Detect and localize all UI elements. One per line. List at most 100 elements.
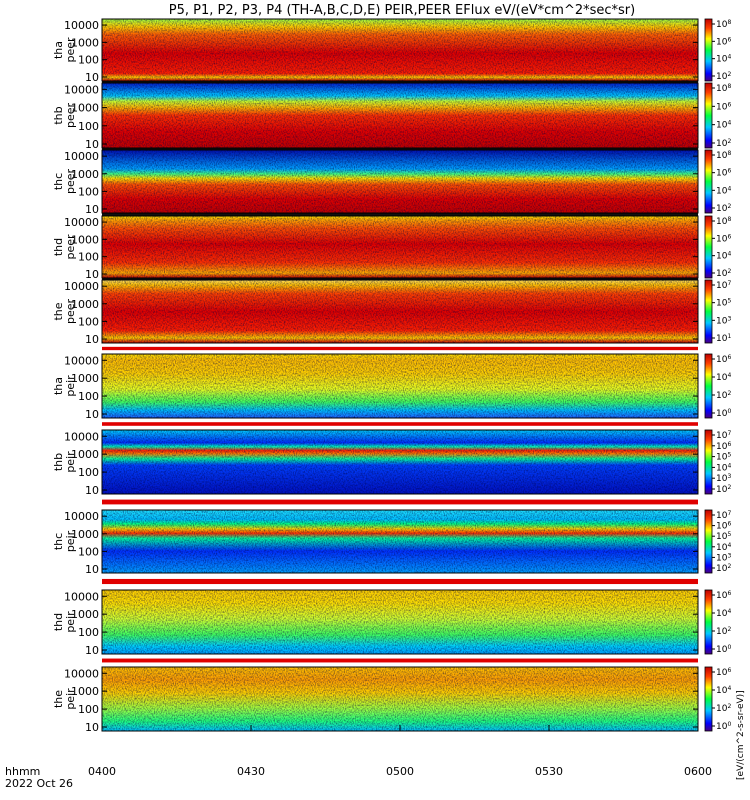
spectrogram-texture [102, 354, 698, 418]
panel-probe-label: the [52, 302, 65, 320]
y-tick-label: 10000 [64, 150, 99, 163]
colorbar-tick-label: 106 [716, 590, 731, 601]
y-tick-label: 10 [85, 138, 99, 151]
spectrogram-panel: 10 100 1000 10000 the peer 107 105 103 101 [52, 279, 731, 346]
panel-separator-band [102, 578, 698, 585]
colorbar [704, 666, 713, 732]
colorbar-tick-label: 108 [716, 216, 731, 227]
colorbar-tick-label: 100 [716, 408, 731, 419]
y-tick-label: 10 [85, 333, 99, 346]
colorbar-tick-label: 102 [716, 203, 731, 214]
spectrogram-texture [102, 19, 698, 81]
colorbar-tick-label: 102 [716, 484, 731, 495]
y-tick-label: 10000 [64, 19, 99, 32]
y-tick-label: 100 [78, 703, 99, 716]
colorbar [704, 18, 713, 82]
x-tick-label: 0430 [237, 765, 265, 778]
colorbar-tick-label: 102 [716, 138, 731, 149]
colorbar-tick-label: 108 [716, 83, 731, 94]
date-label: 2022 Oct 26 [5, 777, 73, 790]
spectrogram-texture [102, 150, 698, 213]
panel-frame [101, 589, 699, 655]
panel-probe-label: thc [52, 173, 65, 190]
panel-separator [102, 81, 698, 83]
spectrogram-panel: 10 100 1000 10000 thd peir 106 104 102 100 [52, 589, 731, 657]
y-tick-label: 100 [78, 545, 99, 558]
colorbar-tick-label: 106 [716, 441, 731, 452]
colorbar-tick-label: 102 [716, 390, 731, 401]
y-tick-label: 1000 [71, 36, 99, 49]
y-tick-label: 10 [85, 644, 99, 657]
colorbar-tick-label: 106 [716, 354, 731, 365]
colorbar-tick-label: 100 [716, 644, 731, 655]
x-axis-label: hhmm [5, 765, 40, 778]
y-tick-label: 10 [85, 408, 99, 421]
y-tick-label: 10 [85, 71, 99, 84]
spectrogram-panel: 10 100 1000 10000 thc peer 108 106 104 102 [52, 149, 731, 216]
colorbar-tick-label: 104 [716, 685, 731, 696]
panel-frame [101, 353, 699, 419]
y-tick-label: 1000 [71, 298, 99, 311]
y-tick-label: 10 [85, 721, 99, 734]
spectrogram-panel: 10 100 1000 10000 thb peer 108 106 104 102 [52, 82, 731, 151]
y-tick-label: 10000 [64, 83, 99, 96]
panel-frame [101, 149, 699, 214]
panel-probe-label: tha [52, 41, 65, 59]
panel-separator-band [102, 346, 698, 351]
y-tick-label: 100 [78, 120, 99, 133]
spectrogram-texture [102, 590, 698, 654]
colorbar [704, 82, 713, 149]
colorbar-tick-label: 105 [716, 531, 731, 542]
y-tick-label: 1000 [71, 168, 99, 181]
colorbar-tick-label: 101 [716, 333, 731, 344]
colorbar [704, 509, 713, 574]
y-tick-label: 100 [78, 251, 99, 264]
y-tick-label: 10 [85, 203, 99, 216]
spectrogram-panel: 10 100 1000 10000 tha peir 106 104 102 100 [52, 353, 731, 421]
panel-frame [101, 18, 699, 82]
colorbar-tick-label: 106 [716, 101, 731, 112]
y-tick-label: 1000 [71, 528, 99, 541]
colorbar [704, 215, 713, 279]
panel-separator [102, 278, 698, 280]
colorbar [704, 279, 713, 344]
colorbar-tick-label: 106 [716, 168, 731, 179]
y-tick-label: 10 [85, 268, 99, 281]
panel-product-label: peer [64, 299, 77, 325]
panel-separator-band [102, 658, 698, 663]
spectrogram-panel: 10 100 1000 10000 the peir 106 104 102 100 [52, 666, 731, 734]
y-tick-label: 1000 [71, 608, 99, 621]
colorbar-tick-label: 103 [716, 552, 731, 563]
spectrogram-texture [102, 216, 698, 278]
colorbar-tick-label: 103 [716, 315, 731, 326]
colorbar-tick-label: 107 [716, 280, 731, 291]
colorbar-tick-label: 102 [716, 626, 731, 637]
colorbar-tick-label: 106 [716, 667, 731, 678]
panel-product-label: peer [64, 37, 77, 63]
colorbar-tick-label: 108 [716, 150, 731, 161]
colorbar [704, 353, 713, 419]
y-tick-label: 10000 [64, 216, 99, 229]
colorbar-tick-label: 107 [716, 510, 731, 521]
y-tick-label: 100 [78, 626, 99, 639]
y-tick-label: 10 [85, 563, 99, 576]
panel-product-label: peer [64, 169, 77, 195]
panel-product-label: peir [64, 611, 77, 633]
colorbar-tick-label: 104 [716, 462, 731, 473]
y-tick-label: 100 [78, 54, 99, 67]
colorbar-tick-label: 104 [716, 608, 731, 619]
spectrogram-texture [102, 667, 698, 731]
colorbar-tick-label: 104 [716, 54, 731, 65]
panel-product-label: peir [64, 530, 77, 552]
y-tick-label: 100 [78, 185, 99, 198]
panel-separator [102, 213, 698, 216]
panel-frame [101, 429, 699, 495]
panel-separator [102, 148, 698, 150]
x-tick-label: 0530 [535, 765, 563, 778]
panel-frame [101, 215, 699, 279]
panel-probe-label: thd [52, 238, 65, 256]
colorbar-tick-label: 108 [716, 19, 731, 30]
colorbar-tick-label: 102 [716, 268, 731, 279]
y-tick-label: 1000 [71, 372, 99, 385]
